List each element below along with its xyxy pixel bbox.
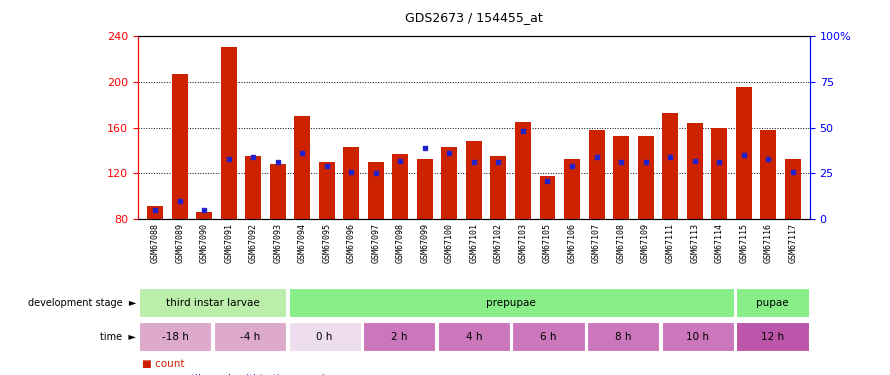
Bar (392, 154, 409, 219)
Text: GSM67091: GSM67091 (224, 223, 233, 262)
Bar (270, 164, 286, 219)
Text: GSM67105: GSM67105 (543, 223, 552, 262)
Bar (662, 112, 678, 219)
Bar (214, 322, 286, 351)
Bar (319, 162, 335, 219)
Bar (613, 135, 629, 219)
Bar (588, 130, 604, 219)
Bar (711, 128, 727, 219)
Text: 8 h: 8 h (615, 332, 632, 342)
Bar (295, 116, 311, 219)
Text: 10 h: 10 h (686, 332, 709, 342)
Bar (221, 47, 237, 219)
Text: GSM67107: GSM67107 (592, 223, 601, 262)
Bar (587, 322, 659, 351)
Bar (637, 135, 653, 219)
Text: pupae: pupae (756, 298, 789, 308)
Text: prepupae: prepupae (486, 298, 536, 308)
Text: GSM67090: GSM67090 (199, 223, 208, 262)
Text: GSM67089: GSM67089 (175, 223, 184, 262)
Bar (513, 322, 585, 351)
Text: -18 h: -18 h (162, 332, 189, 342)
Bar (246, 156, 261, 219)
Text: -4 h: -4 h (239, 332, 260, 342)
Bar (417, 159, 433, 219)
Text: GSM67108: GSM67108 (617, 223, 626, 262)
Text: GSM67113: GSM67113 (690, 223, 700, 262)
Text: GSM67095: GSM67095 (322, 223, 331, 262)
Text: GSM67098: GSM67098 (396, 223, 405, 262)
Bar (490, 156, 506, 219)
Bar (288, 322, 360, 351)
Bar (344, 147, 360, 219)
Text: GSM67097: GSM67097 (371, 223, 380, 262)
Text: GSM67111: GSM67111 (666, 223, 675, 262)
Text: GDS2673 / 154455_at: GDS2673 / 154455_at (405, 11, 543, 24)
Bar (441, 147, 457, 219)
Bar (564, 159, 580, 219)
Bar (515, 122, 531, 219)
Text: GSM67100: GSM67100 (445, 223, 454, 262)
Text: development stage  ►: development stage ► (28, 298, 136, 308)
Bar (466, 141, 481, 219)
Text: third instar larvae: third instar larvae (166, 298, 260, 308)
Bar (687, 123, 702, 219)
Text: 0 h: 0 h (317, 332, 333, 342)
Text: time  ►: time ► (101, 332, 136, 342)
Bar (438, 322, 510, 351)
Text: GSM67093: GSM67093 (273, 223, 282, 262)
Bar (368, 162, 384, 219)
Bar (662, 322, 734, 351)
Text: GSM67101: GSM67101 (469, 223, 479, 262)
Text: 4 h: 4 h (465, 332, 482, 342)
Text: GSM67102: GSM67102 (494, 223, 503, 262)
Bar (736, 87, 752, 219)
Bar (737, 288, 809, 318)
Text: ■ percentile rank within the sample: ■ percentile rank within the sample (142, 374, 331, 375)
Bar (363, 322, 435, 351)
Text: GSM67092: GSM67092 (248, 223, 258, 262)
Text: GSM67115: GSM67115 (740, 223, 748, 262)
Bar (288, 288, 734, 318)
Bar (760, 130, 776, 219)
Text: GSM67099: GSM67099 (420, 223, 429, 262)
Text: GSM67116: GSM67116 (764, 223, 773, 262)
Text: 2 h: 2 h (391, 332, 408, 342)
Bar (139, 322, 211, 351)
Text: 6 h: 6 h (540, 332, 557, 342)
Text: GSM67094: GSM67094 (298, 223, 307, 262)
Text: ■ count: ■ count (142, 359, 185, 369)
Text: GSM67109: GSM67109 (641, 223, 650, 262)
Bar (737, 322, 809, 351)
Text: GSM67096: GSM67096 (347, 223, 356, 262)
Text: GSM67117: GSM67117 (789, 223, 797, 262)
Bar (172, 74, 188, 219)
Text: GSM67103: GSM67103 (519, 223, 528, 262)
Bar (139, 288, 286, 318)
Bar (785, 159, 801, 219)
Text: GSM67114: GSM67114 (715, 223, 724, 262)
Bar (539, 176, 555, 219)
Bar (147, 206, 163, 219)
Text: 12 h: 12 h (761, 332, 784, 342)
Text: GSM67106: GSM67106 (568, 223, 577, 262)
Text: GSM67088: GSM67088 (150, 223, 159, 262)
Bar (196, 213, 212, 219)
